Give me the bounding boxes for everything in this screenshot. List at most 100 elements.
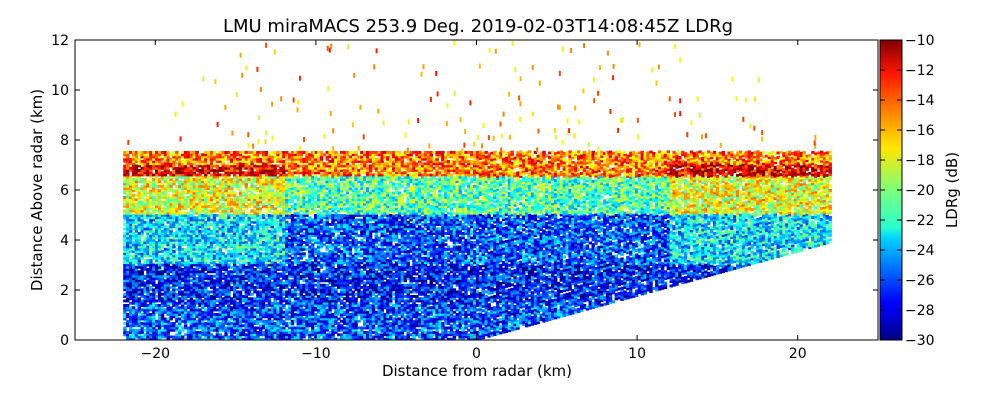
heat-cell — [308, 277, 312, 280]
heat-cell — [126, 241, 130, 244]
heat-cell — [238, 279, 243, 283]
heat-cell — [137, 277, 141, 280]
heat-cell — [299, 274, 303, 278]
heat-cell — [285, 308, 289, 312]
heat-cell — [259, 191, 263, 195]
heat-cell — [235, 227, 240, 231]
heat-cell — [296, 214, 300, 217]
heat-cell — [314, 288, 318, 292]
heat-cell — [169, 229, 173, 233]
heat-cell — [218, 279, 222, 283]
heat-cell — [192, 173, 196, 177]
heat-cell — [308, 232, 312, 235]
heat-cell — [209, 241, 214, 244]
heat-cell — [186, 198, 191, 202]
heat-cell — [238, 268, 243, 271]
heat-cell — [155, 180, 159, 184]
heat-cell — [169, 295, 173, 298]
heat-cell — [308, 263, 312, 267]
heat-cell — [247, 198, 251, 202]
heat-cell — [316, 209, 321, 213]
heat-cell — [299, 254, 303, 258]
heat-cell — [261, 265, 266, 269]
heat-cell — [143, 227, 147, 231]
heat-cell — [143, 180, 147, 184]
heat-cell — [308, 205, 312, 208]
heat-cell — [192, 211, 196, 215]
heat-cell — [163, 324, 168, 328]
heat-cell — [244, 164, 248, 168]
heat-cell — [305, 265, 309, 269]
heat-cell — [224, 283, 228, 287]
heat-cell — [146, 232, 150, 235]
heat-cell — [143, 315, 147, 319]
heat-cell — [256, 151, 260, 154]
heat-cell — [233, 225, 237, 229]
heat-cell — [285, 187, 289, 190]
heat-cell — [143, 236, 147, 240]
heat-cell — [166, 299, 170, 303]
heat-cell — [235, 178, 240, 181]
heat-cell — [264, 155, 269, 159]
heat-cell — [299, 238, 303, 242]
heat-cell — [282, 247, 286, 251]
heat-cell — [146, 252, 150, 256]
heat-cell — [279, 151, 283, 154]
heat-cell — [181, 187, 185, 190]
heat-cell — [186, 317, 191, 321]
heat-cell — [288, 299, 292, 303]
heat-cell — [241, 265, 246, 269]
heat-cell — [166, 310, 170, 314]
heat-cell — [192, 270, 196, 274]
heat-cell — [160, 270, 165, 274]
heat-cell — [244, 288, 248, 292]
heat-cell — [204, 292, 208, 296]
heat-cell — [181, 211, 185, 215]
heat-cell — [247, 299, 251, 303]
heat-cell — [207, 151, 211, 154]
heat-cell — [267, 191, 272, 195]
heat-cell — [299, 160, 303, 163]
heat-cell — [230, 297, 234, 301]
heat-cell — [282, 277, 286, 280]
heat-cell — [131, 160, 136, 163]
heat-cell — [201, 202, 205, 206]
heat-cell — [143, 207, 147, 211]
heat-cell — [261, 189, 266, 193]
heat-cell — [212, 306, 217, 310]
heat-cell — [195, 333, 199, 337]
heat-cell — [189, 274, 194, 278]
heat-cell — [224, 254, 228, 258]
heat-cell — [264, 205, 269, 208]
heat-cell — [166, 211, 170, 215]
heat-cell — [172, 265, 176, 269]
heat-cell — [279, 189, 283, 193]
heat-cell — [296, 256, 300, 260]
heat-cell — [181, 286, 185, 289]
heat-cell — [270, 193, 274, 197]
heat-cell — [189, 162, 194, 166]
heat-cell — [279, 193, 283, 197]
heat-cell — [131, 313, 136, 316]
heat-cell — [299, 155, 303, 159]
heat-cell — [235, 301, 240, 305]
heat-cell — [209, 178, 214, 181]
heat-cell — [181, 279, 185, 283]
heat-cell — [308, 335, 312, 339]
heat-cell — [160, 209, 165, 213]
heat-cell — [166, 225, 170, 229]
heat-cell — [218, 234, 222, 238]
heat-cell — [195, 178, 199, 181]
heat-cell — [316, 202, 321, 206]
heat-cell — [134, 241, 139, 244]
heat-cell — [201, 286, 205, 289]
heat-cell — [131, 259, 136, 262]
heat-cell — [267, 333, 272, 337]
heat-cell — [282, 200, 286, 204]
heat-cell — [241, 220, 246, 224]
heat-cell — [302, 211, 306, 215]
heat-cell — [282, 259, 286, 262]
heat-cell — [178, 238, 182, 242]
heat-cell — [149, 211, 153, 215]
heat-cell — [178, 166, 182, 170]
